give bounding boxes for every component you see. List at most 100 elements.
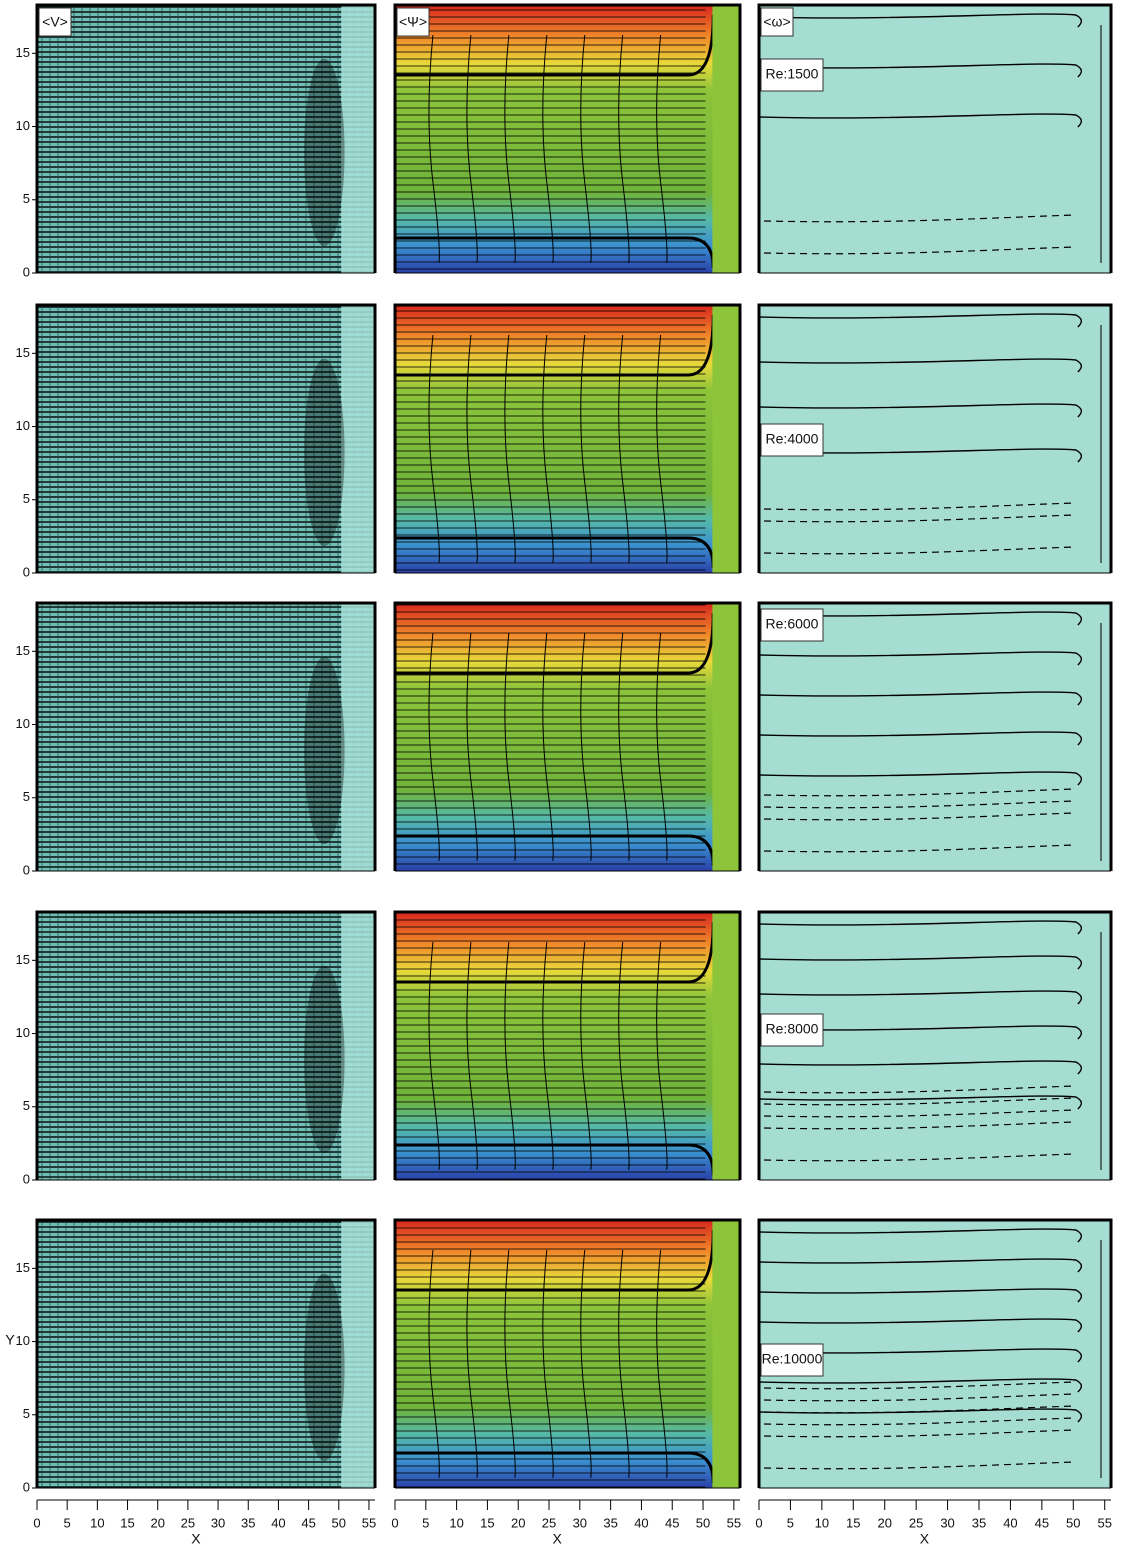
panel-title: <ω> (763, 14, 790, 30)
x-tick-label: 30 (211, 1515, 225, 1530)
vorticity-contour (758, 771, 1082, 786)
vorticity-contour (758, 731, 1082, 746)
right-band (712, 603, 740, 871)
panel-frame (35, 3, 377, 273)
y-tick-label: 15 (16, 345, 30, 360)
vorticity-contour-negative (763, 1381, 1076, 1390)
x-tick-label: 40 (271, 1515, 285, 1530)
panel (393, 601, 742, 872)
re-box (760, 1013, 824, 1047)
y-tick-label: 5 (23, 1098, 30, 1113)
vorticity-contour-negative (763, 514, 1076, 523)
y-tick-label: 5 (23, 491, 30, 506)
x-tick-label: 25 (181, 1515, 195, 1530)
vector-field-edge (341, 5, 375, 273)
re-box (760, 58, 824, 92)
y-tick-label: 0 (23, 1479, 30, 1494)
y-tick-label: 5 (23, 789, 30, 804)
x-tick-label: 25 (542, 1515, 556, 1530)
vorticity-contour (758, 448, 1082, 463)
panel-frame (393, 1218, 742, 1488)
panel-title: <V> (42, 14, 68, 30)
panel (35, 303, 377, 574)
vorticity-contour-negative (763, 1429, 1076, 1438)
y-tick-label: 10 (16, 418, 30, 433)
x-tick-label: 10 (449, 1515, 463, 1530)
re-label: Re:8000 (766, 1021, 819, 1037)
stream-lines (395, 5, 706, 273)
stream-lines (395, 305, 706, 573)
panel-frame (393, 601, 742, 871)
x-tick-label: 45 (301, 1515, 315, 1530)
y-tick-label: 15 (16, 45, 30, 60)
y-tick-label: 0 (23, 564, 30, 579)
vorticity-contour (758, 1095, 1082, 1110)
x-tick-label: 10 (815, 1515, 829, 1530)
stream-lines (395, 912, 706, 1180)
x-tick-label: 20 (150, 1515, 164, 1530)
vorticity-contour (758, 1228, 1082, 1243)
vector-dense (304, 965, 345, 1154)
vorticity-contour (758, 313, 1082, 328)
panel (393, 3, 742, 274)
vorticity-contour (758, 611, 1082, 626)
x-tick-label: 15 (120, 1515, 134, 1530)
vorticity-contour (758, 1348, 1082, 1363)
panel (393, 303, 742, 574)
vorticity-contour-negative (763, 1417, 1076, 1426)
y-tick-label: 10 (16, 1333, 30, 1348)
x-tick-label: 20 (511, 1515, 525, 1530)
x-tick-label: 15 (480, 1515, 494, 1530)
vorticity-contour (758, 63, 1082, 78)
y-axis-label: Y (5, 1331, 15, 1347)
x-tick-label: 50 (332, 1515, 346, 1530)
re-label: Re:1500 (766, 66, 819, 82)
x-tick-label: 35 (603, 1515, 617, 1530)
vorticity-contour (758, 990, 1082, 1005)
panel (757, 601, 1113, 872)
vorticity-contour-negative (763, 214, 1076, 223)
x-tick-label: 5 (64, 1515, 71, 1530)
vorticity-contour (758, 1318, 1082, 1333)
x-tick-label: 50 (696, 1515, 710, 1530)
vorticity-contour (758, 1258, 1082, 1273)
panel-frame (757, 3, 1113, 273)
vorticity-contour-negative (763, 246, 1076, 255)
vector-field (37, 912, 375, 1180)
x-tick-label: 55 (362, 1515, 376, 1530)
panel-frame (757, 1218, 1113, 1488)
vorticity-contour (758, 403, 1082, 418)
x-tick-label: 45 (1035, 1515, 1049, 1530)
vorticity-contour-negative (763, 1121, 1076, 1130)
vorticity-contour-negative (763, 546, 1076, 555)
panel (393, 910, 742, 1181)
vorticity-contour-negative (763, 788, 1076, 797)
x-tick-label: 40 (634, 1515, 648, 1530)
panel (35, 601, 377, 872)
x-tick-label: 10 (90, 1515, 104, 1530)
x-tick-label: 55 (727, 1515, 741, 1530)
x-tick-label: 20 (877, 1515, 891, 1530)
panel-frame (393, 3, 742, 273)
y-tick-label: 0 (23, 1171, 30, 1186)
panel-frame (35, 910, 377, 1180)
x-tick-label: 45 (665, 1515, 679, 1530)
panel-frame (757, 303, 1113, 573)
title-box (38, 7, 72, 37)
y-tick-label: 10 (16, 1025, 30, 1040)
vector-field (37, 5, 375, 273)
title-box (396, 7, 430, 37)
x-tick-label: 55 (1097, 1515, 1111, 1530)
x-tick-label: 5 (422, 1515, 429, 1530)
x-tick-label: 30 (940, 1515, 954, 1530)
y-tick-label: 0 (23, 264, 30, 279)
vector-dense (304, 656, 345, 845)
panel-frame (393, 303, 742, 573)
title-box (760, 7, 794, 37)
right-band (712, 5, 740, 273)
x-axis-label: X (920, 1531, 930, 1547)
vector-field (37, 603, 375, 871)
stream-lines (395, 603, 706, 871)
vector-field-edge (341, 912, 375, 1180)
x-tick-label: 25 (909, 1515, 923, 1530)
